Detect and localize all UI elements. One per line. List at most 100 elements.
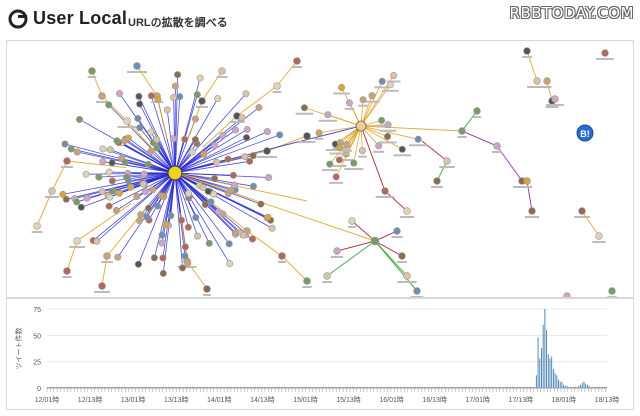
user-node[interactable] <box>95 173 103 181</box>
user-node[interactable] <box>171 82 179 90</box>
user-node[interactable] <box>212 158 220 166</box>
user-node[interactable] <box>48 187 56 195</box>
user-node[interactable] <box>350 159 358 167</box>
user-node[interactable] <box>358 147 366 155</box>
user-node[interactable] <box>230 181 238 189</box>
user-node[interactable] <box>73 148 81 156</box>
user-node[interactable] <box>315 129 323 137</box>
user-node[interactable] <box>473 107 481 115</box>
user-node[interactable] <box>136 100 144 108</box>
user-node[interactable] <box>378 77 386 85</box>
user-node[interactable] <box>191 115 199 123</box>
user-node[interactable] <box>83 194 91 202</box>
user-node[interactable] <box>77 203 85 211</box>
user-node[interactable] <box>203 285 211 293</box>
user-node[interactable] <box>243 125 251 133</box>
user-node[interactable] <box>523 47 531 55</box>
user-node[interactable] <box>199 184 207 192</box>
network-graph[interactable]: B! <box>7 41 633 297</box>
user-node[interactable] <box>184 259 192 267</box>
user-node[interactable] <box>293 57 301 65</box>
user-node[interactable] <box>106 146 114 154</box>
user-node[interactable] <box>105 168 113 176</box>
user-node[interactable] <box>73 237 81 245</box>
user-node[interactable] <box>106 193 114 201</box>
user-node[interactable] <box>338 83 346 91</box>
user-node[interactable] <box>181 135 189 143</box>
user-node[interactable] <box>211 142 219 150</box>
user-node[interactable] <box>176 93 184 101</box>
user-node[interactable] <box>578 207 586 215</box>
user-node[interactable] <box>140 170 148 178</box>
user-node[interactable] <box>528 207 536 215</box>
network-graph-panel[interactable]: B! <box>6 40 634 298</box>
user-node[interactable] <box>214 208 222 216</box>
user-node[interactable] <box>359 96 367 104</box>
user-node[interactable] <box>114 253 122 261</box>
user-node[interactable] <box>62 195 70 203</box>
user-node[interactable] <box>348 217 356 225</box>
user-node[interactable] <box>59 190 67 198</box>
user-node[interactable] <box>384 132 392 140</box>
user-node[interactable] <box>143 213 151 221</box>
user-node[interactable] <box>178 216 186 224</box>
user-node[interactable] <box>121 158 129 166</box>
user-node[interactable] <box>227 186 235 194</box>
user-node[interactable] <box>67 145 75 153</box>
user-node[interactable] <box>303 132 311 140</box>
user-node[interactable] <box>150 254 158 262</box>
user-node[interactable] <box>403 272 411 280</box>
user-node[interactable] <box>207 198 215 206</box>
user-node[interactable] <box>336 144 344 152</box>
user-node[interactable] <box>493 142 501 150</box>
user-node[interactable] <box>93 237 101 245</box>
user-node[interactable] <box>159 269 167 277</box>
user-node[interactable] <box>249 182 257 190</box>
user-node[interactable] <box>332 173 340 181</box>
user-node[interactable] <box>243 134 251 142</box>
user-node[interactable] <box>108 159 116 167</box>
user-node[interactable] <box>246 157 254 165</box>
user-node[interactable] <box>257 200 265 208</box>
user-node[interactable] <box>200 150 208 158</box>
user-node[interactable] <box>238 114 246 122</box>
user-node[interactable] <box>398 145 406 153</box>
user-node[interactable] <box>105 101 113 109</box>
user-node[interactable] <box>390 71 398 79</box>
user-node[interactable] <box>133 62 141 70</box>
user-node[interactable] <box>601 49 609 57</box>
user-node[interactable] <box>300 104 308 112</box>
user-node[interactable] <box>370 236 380 246</box>
user-node[interactable] <box>278 252 286 260</box>
user-node[interactable] <box>214 95 222 103</box>
user-node[interactable] <box>443 157 451 165</box>
user-node[interactable] <box>263 128 271 136</box>
user-node[interactable] <box>333 247 341 255</box>
user-node[interactable] <box>181 243 189 251</box>
user-node[interactable] <box>115 189 123 197</box>
user-node[interactable] <box>153 144 161 152</box>
user-node[interactable] <box>149 186 157 194</box>
user-node[interactable] <box>241 153 249 161</box>
user-node[interactable] <box>188 148 196 156</box>
user-node[interactable] <box>303 277 311 285</box>
user-node[interactable] <box>174 71 182 79</box>
user-node[interactable] <box>116 90 124 98</box>
user-node[interactable] <box>123 173 131 181</box>
user-node[interactable] <box>201 201 209 209</box>
user-node[interactable] <box>384 121 392 129</box>
user-node[interactable] <box>82 170 90 178</box>
user-node[interactable] <box>159 254 167 262</box>
user-node[interactable] <box>533 77 541 85</box>
user-node[interactable] <box>108 177 116 185</box>
user-node[interactable] <box>136 217 144 225</box>
user-node[interactable] <box>196 74 204 82</box>
user-node[interactable] <box>413 287 421 295</box>
user-node[interactable] <box>63 267 71 275</box>
user-node[interactable] <box>147 147 155 155</box>
user-node[interactable] <box>433 177 441 185</box>
user-node[interactable] <box>98 92 106 100</box>
user-node[interactable] <box>229 171 237 179</box>
user-node[interactable] <box>276 131 284 139</box>
user-node[interactable] <box>139 180 147 188</box>
